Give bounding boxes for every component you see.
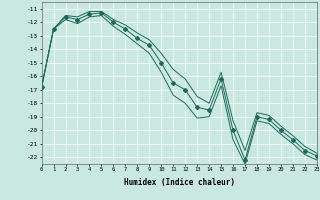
X-axis label: Humidex (Indice chaleur): Humidex (Indice chaleur) (124, 178, 235, 187)
